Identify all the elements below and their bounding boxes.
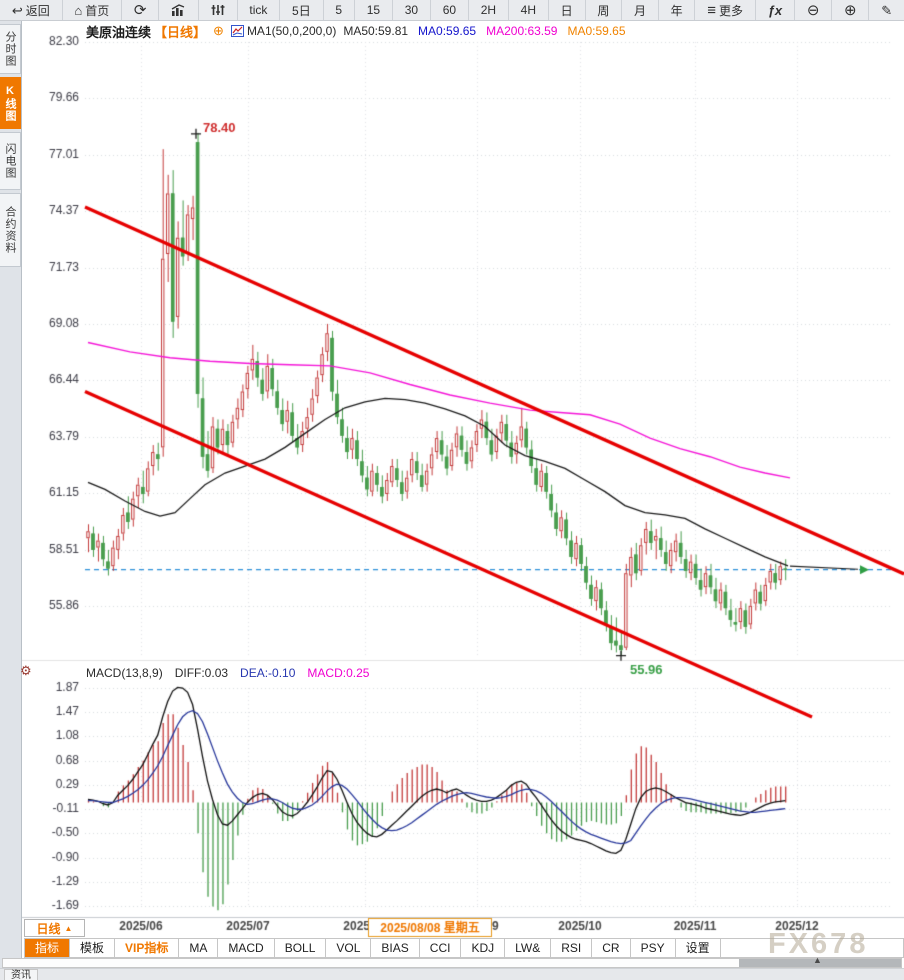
interval-tick-button[interactable]: tick — [238, 0, 281, 20]
interval-day-button[interactable]: 日 — [549, 0, 586, 20]
indicator-tab-boll[interactable]: BOLL — [274, 939, 327, 957]
chart-type-candle-button[interactable] — [199, 0, 238, 20]
draw-tool-button[interactable]: ✎ — [869, 0, 904, 20]
indicator-tab-cr[interactable]: CR — [592, 939, 631, 957]
symbol-name: 美原油连续 — [86, 24, 152, 40]
home-button[interactable]: ⌂ 首页 — [63, 0, 123, 20]
toolbar-label: 2H — [480, 3, 497, 17]
ma-value: MA200:63.59 — [486, 24, 558, 38]
period-selector[interactable]: 日线 ▲ — [24, 919, 85, 937]
more-menu-button[interactable]: ≡ 更多 — [695, 0, 756, 20]
more-menu-icon: ≡ — [707, 1, 717, 19]
top-toolbar: ↩ 返回 ⌂ 首页 ⟳ tick 5日 5 15 30 60 2H 4H 日周月年 ≡ 更多 ƒx ⊖ ⊕ ✎ — [0, 0, 904, 21]
price-macd-chart[interactable] — [22, 21, 904, 938]
back-button[interactable]: ↩ 返回 — [0, 0, 63, 20]
interval-month-button[interactable]: 月 — [622, 0, 659, 20]
macd-header: MACD(13,8,9) DIFF:0.03 DEA:-0.10 MACD:0.25 — [86, 665, 369, 680]
indicator-tab-cci[interactable]: CCI — [419, 939, 462, 957]
interval-60-button[interactable]: 60 — [431, 0, 469, 20]
interval-5-button[interactable]: 5 — [324, 0, 355, 20]
indicator-tab-macd[interactable]: MACD — [218, 939, 275, 957]
zoom-in-icon: ⊕ — [844, 1, 857, 19]
period-selector-label: 日线 — [36, 921, 61, 936]
indicator-settings-icon[interactable]: ⚙ — [20, 663, 32, 678]
scrollbar-thumb[interactable]: ▲ — [739, 955, 901, 967]
toolbar-label: 周 — [597, 3, 610, 18]
macd-title: MACD(13,8,9) — [86, 665, 163, 680]
refresh-icon: ⟳ — [133, 1, 147, 19]
interval-2h-button[interactable]: 2H — [469, 0, 509, 20]
indicator-toolbar: 指标 模板 VIP指标 MA MACD BOLL VOL BIAS CCI KDJ LW& RSI CR… — [24, 938, 904, 958]
chevron-up-icon: ▲ — [64, 923, 73, 933]
fx-indicator-button[interactable]: ƒx — [756, 0, 795, 20]
indicator-tab-[interactable]: 设置 — [675, 939, 721, 957]
period-label: 【日线】 — [154, 24, 207, 40]
news-tab[interactable]: 资讯 — [4, 969, 38, 980]
indicator-tab-rsi[interactable]: RSI — [551, 939, 593, 957]
add-indicator-icon[interactable]: ⊕ — [213, 23, 224, 38]
sliders-icon — [211, 5, 225, 15]
ma-values: MA50:59.81 MA0:59.65 MA200:63.59 MA0:59.65 — [343, 24, 625, 38]
sidebar-item-contract-info[interactable]: 合约资料 — [0, 193, 21, 267]
back-icon: ↩ — [11, 2, 23, 18]
home-icon: ⌂ — [74, 2, 83, 18]
interval-30-button[interactable]: 30 — [393, 0, 431, 20]
toolbar-label: 60 — [442, 3, 457, 17]
indicator-tab-vol[interactable]: VOL — [326, 939, 372, 957]
ma-value: MA0:59.65 — [567, 24, 626, 38]
indicator-tab-lw[interactable]: LW& — [505, 939, 552, 957]
toolbar-label: 年 — [670, 3, 683, 18]
ma-value: MA50:59.81 — [343, 24, 409, 38]
indicator-tab-[interactable]: 指标 — [25, 939, 71, 957]
indicator-tab-bias[interactable]: BIAS — [371, 939, 420, 957]
chart-header: 美原油连续 【日线】 ⊕ MA1(50,0,200,0) MA50:59.81 MA… — [86, 23, 626, 40]
ma-settings: MA1(50,0,200,0) — [246, 24, 337, 38]
macd-values: DIFF:0.03 DEA:-0.10 MACD:0.25 — [175, 666, 370, 680]
toolbar-label: 月 — [633, 3, 646, 18]
macd-value: MACD:0.25 — [307, 665, 370, 680]
toolbar-label: 30 — [404, 3, 419, 17]
toolbar-label: 5 — [335, 3, 343, 17]
zoom-in-button[interactable]: ⊕ — [832, 0, 870, 20]
left-sidebar: 分时图 K线图闪电图合约资料 — [0, 21, 22, 968]
indicator-tab-[interactable]: 模板 — [70, 939, 116, 957]
toolbar-label: 更多 — [719, 3, 744, 18]
toolbar-label: 15 — [366, 3, 381, 17]
zoom-out-icon: ⊖ — [806, 1, 820, 19]
interval-5d-button[interactable]: 5日 — [280, 0, 324, 20]
toolbar-label: 日 — [560, 3, 573, 18]
fx-icon: ƒx — [767, 2, 783, 18]
ma-value: MA0:59.65 — [418, 24, 477, 38]
bars-icon — [171, 4, 185, 16]
horizontal-scrollbar[interactable]: ▲ — [2, 955, 902, 968]
indicator-tab-psy[interactable]: PSY — [630, 939, 676, 957]
toolbar-label: 4H — [520, 3, 537, 17]
kline-mini-icon — [230, 25, 244, 37]
interval-15-button[interactable]: 15 — [355, 0, 393, 20]
toolbar-label: 返回 — [25, 3, 50, 18]
chart-type-bar-button[interactable] — [159, 0, 199, 20]
sidebar-item-lightning-chart[interactable]: 闪电图 — [0, 132, 21, 190]
toolbar-label: 首页 — [85, 3, 110, 18]
chart-region: 美原油连续 【日线】 ⊕ MA1(50,0,200,0) MA50:59.81 MA… — [22, 21, 904, 938]
sidebar-item-time-chart[interactable]: 分时图 — [0, 24, 21, 74]
refresh-button[interactable]: ⟳ — [122, 0, 160, 20]
bottom-bar: 资讯 — [0, 968, 904, 980]
interval-year-button[interactable]: 年 — [659, 0, 696, 20]
interval-4h-button[interactable]: 4H — [509, 0, 549, 20]
scrollbar-grip-icon: ▲ — [813, 955, 822, 965]
draw-tool-icon: ✎ — [881, 2, 893, 18]
macd-value: DIFF:0.03 — [174, 665, 229, 680]
zoom-out-button[interactable]: ⊖ — [795, 0, 833, 20]
macd-value: DEA:-0.10 — [240, 665, 296, 680]
interval-week-button[interactable]: 周 — [586, 0, 623, 20]
toolbar-label: 5日 — [292, 3, 311, 18]
indicator-tab-ma[interactable]: MA — [179, 939, 219, 957]
toolbar-label: tick — [249, 3, 268, 17]
indicator-tab-kdj[interactable]: KDJ — [461, 939, 506, 957]
sidebar-item-kline-chart[interactable]: K线图 — [0, 77, 21, 129]
indicator-tab-vip[interactable]: VIP指标 — [115, 939, 180, 957]
